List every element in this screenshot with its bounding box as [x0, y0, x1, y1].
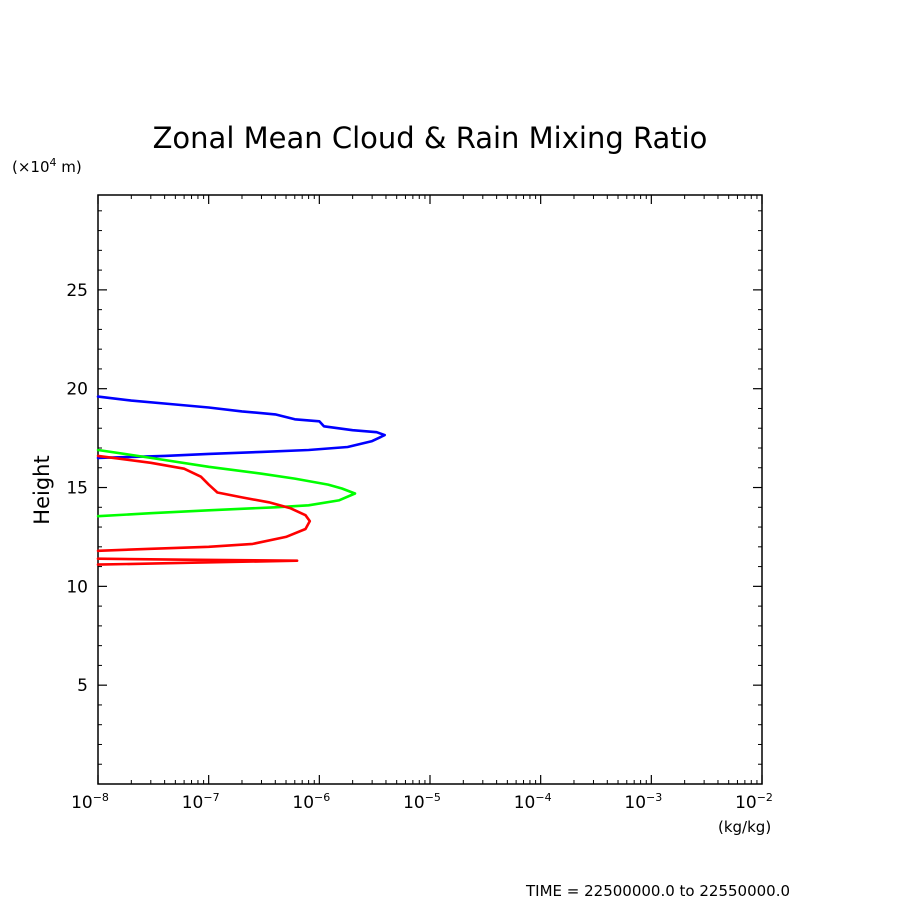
- x-tick-base: 10: [292, 793, 314, 813]
- series-group: [96, 395, 387, 566]
- x-tick-base: 10: [71, 793, 93, 813]
- x-tick-base: 10: [182, 793, 204, 813]
- y-unit-exponent: 4: [50, 156, 57, 169]
- x-tick-exponent: −5: [425, 791, 441, 804]
- x-tick-label: 10−4: [514, 791, 552, 813]
- x-tick-exponent: −3: [646, 791, 662, 804]
- x-tick-exponent: −2: [757, 791, 773, 804]
- x-tick-label: 10−6: [292, 791, 330, 813]
- x-tick-exponent: −8: [93, 791, 109, 804]
- x-tick-base: 10: [624, 793, 646, 813]
- y-tick-label: 10: [66, 577, 88, 597]
- x-tick-label: 10−3: [624, 791, 662, 813]
- series-line-0: [96, 395, 387, 460]
- x-tick-base: 10: [403, 793, 425, 813]
- x-tick-exponent: −7: [203, 791, 219, 804]
- y-tick-label: 20: [66, 380, 88, 400]
- minor-ticks: [98, 195, 762, 784]
- x-axis-ticks: 10−8 10−7 10−6 10−5 10−4 10−3 10−2: [71, 195, 773, 813]
- x-tick-base: 10: [514, 793, 536, 813]
- series-line-2: [96, 454, 312, 553]
- y-unit-label: (×104 m): [12, 156, 82, 176]
- y-axis-label: Height: [30, 455, 54, 524]
- y-tick-label: 5: [77, 676, 88, 696]
- y-unit-suffix: m): [57, 158, 82, 176]
- x-tick-label: 10−7: [182, 791, 220, 813]
- y-unit-prefix: (×10: [12, 158, 50, 176]
- time-footer: TIME = 22500000.0 to 22550000.0: [525, 882, 790, 900]
- x-tick-exponent: −4: [535, 791, 551, 804]
- x-unit-label: (kg/kg): [718, 818, 771, 836]
- x-tick-base: 10: [735, 793, 757, 813]
- plot-frame: [97, 194, 763, 785]
- x-tick-label: 10−8: [71, 791, 109, 813]
- x-tick-label: 10−5: [403, 791, 441, 813]
- chart-title: Zonal Mean Cloud & Rain Mixing Ratio: [153, 121, 708, 155]
- y-tick-label: 25: [66, 281, 88, 301]
- x-tick-exponent: −6: [314, 791, 330, 804]
- y-axis-ticks: 5 10 15 20 25: [66, 281, 762, 696]
- series-line-3: [96, 557, 299, 566]
- x-tick-label: 10−2: [735, 791, 773, 813]
- series-line-1: [96, 448, 357, 518]
- y-tick-label: 15: [66, 479, 88, 499]
